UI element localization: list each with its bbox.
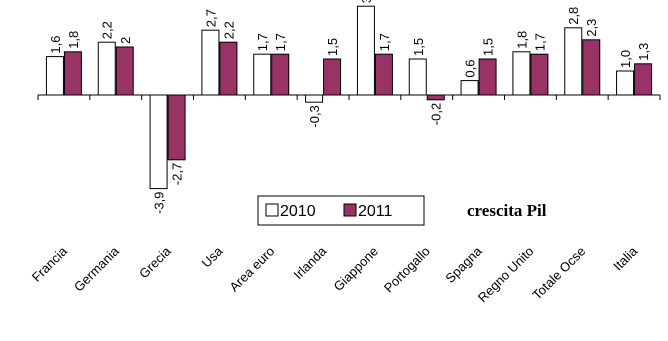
value-label: 1,7 — [377, 33, 392, 51]
value-label: -2,7 — [170, 163, 185, 185]
bar — [201, 29, 220, 96]
bar — [408, 58, 427, 96]
bar — [616, 70, 635, 96]
x-tick-label: Area euro — [226, 244, 277, 295]
x-tick-label: Irlanda — [290, 243, 329, 282]
x-tick-label: Totale Ocse — [529, 244, 588, 303]
bar — [219, 41, 238, 96]
value-label: -3,9 — [152, 192, 167, 214]
value-label: 1,3 — [636, 43, 651, 61]
bar — [564, 27, 583, 96]
value-label: 1,0 — [618, 50, 633, 68]
x-tick-label: Regno Unito — [475, 244, 537, 306]
bar — [478, 58, 497, 96]
legend-swatch — [343, 203, 357, 217]
value-label: 1,5 — [481, 38, 496, 56]
value-label: 1,7 — [255, 33, 270, 51]
value-label: 2 — [118, 37, 133, 44]
bar — [426, 94, 445, 101]
value-label: 3,7 — [359, 0, 374, 3]
bar — [356, 5, 375, 96]
bar — [323, 58, 342, 96]
x-tick-label: Giappone — [331, 244, 381, 294]
value-label: -0,3 — [307, 105, 322, 127]
x-tick-label: Portogallo — [381, 244, 433, 296]
legend-label: 2010 — [280, 203, 316, 220]
bar — [97, 41, 116, 96]
value-label: 2,2 — [221, 21, 236, 39]
value-label: 1,6 — [48, 36, 63, 54]
chart-title: crescita Pil — [467, 201, 547, 220]
x-tick-label: Usa — [199, 243, 226, 270]
legend-label: 2011 — [358, 203, 393, 220]
bar — [530, 53, 549, 96]
legend-swatch — [265, 203, 279, 217]
value-label: 1,8 — [66, 31, 81, 49]
x-tick-label: Grecia — [136, 243, 174, 281]
bar — [305, 94, 324, 103]
bar — [634, 63, 653, 96]
value-label: 2,7 — [203, 9, 218, 27]
x-tick-label: Spagna — [442, 243, 485, 286]
value-label: 2,2 — [100, 21, 115, 39]
bar — [45, 56, 64, 96]
value-label: 1,5 — [411, 38, 426, 56]
legend-box — [257, 195, 425, 226]
bar — [253, 53, 272, 96]
bar — [167, 94, 186, 161]
x-tick-label: Francia — [29, 243, 71, 285]
value-label: 0,6 — [463, 60, 478, 78]
value-label: -0,2 — [429, 103, 444, 125]
value-label: 1,7 — [273, 33, 288, 51]
bar — [512, 51, 531, 96]
value-label: 2,3 — [584, 19, 599, 37]
bar — [115, 46, 134, 96]
bar — [271, 53, 290, 96]
value-label: 1,8 — [514, 31, 529, 49]
bar — [460, 80, 479, 96]
value-label: 1,5 — [325, 38, 340, 56]
x-tick-label: Italia — [610, 243, 641, 274]
x-tick-label: Germania — [71, 243, 123, 295]
bar — [149, 94, 168, 190]
value-label: 2,8 — [566, 7, 581, 25]
bar — [374, 53, 393, 96]
value-label: 1,7 — [532, 33, 547, 51]
bar — [63, 51, 82, 96]
bar — [582, 39, 601, 96]
